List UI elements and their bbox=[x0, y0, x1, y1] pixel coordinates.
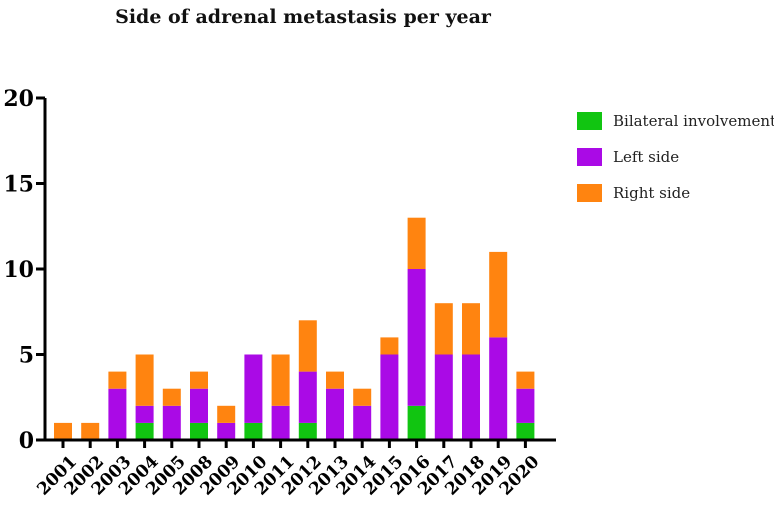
bar-2013-right-side bbox=[326, 371, 344, 389]
y-tick-label-10: 10 bbox=[3, 257, 34, 283]
bar-2012-bilateral-involvement bbox=[298, 422, 317, 440]
axes-group: 0510152020012002200320042005200820092010… bbox=[3, 86, 556, 499]
bar-2010-left-side bbox=[244, 354, 263, 423]
bar-2010-bilateral-involvement bbox=[244, 422, 263, 440]
bar-2011-right-side bbox=[271, 354, 290, 406]
bar-2009-right-side bbox=[217, 405, 236, 423]
y-tick-label-5: 5 bbox=[19, 343, 34, 369]
bar-2019-right-side bbox=[489, 251, 508, 338]
bar-2003-left-side bbox=[108, 388, 127, 440]
bar-2013-left-side bbox=[326, 388, 344, 440]
bar-2020-left-side bbox=[516, 388, 535, 423]
y-tick-label-15: 15 bbox=[3, 172, 34, 198]
legend-swatch-left-side bbox=[577, 148, 602, 166]
y-tick-label-0: 0 bbox=[19, 428, 34, 454]
bar-2016-bilateral-involvement bbox=[407, 405, 426, 440]
chart-title: Side of adrenal metastasis per year bbox=[115, 6, 491, 28]
bar-2020-right-side bbox=[516, 371, 535, 389]
bars-group bbox=[54, 217, 535, 440]
bar-2019-left-side bbox=[489, 337, 508, 440]
bar-2015-left-side bbox=[380, 354, 399, 440]
legend-label-bilateral: Bilateral involvement bbox=[613, 112, 774, 130]
legend-label-right-side: Right side bbox=[613, 184, 691, 202]
bar-2015-right-side bbox=[380, 337, 399, 355]
bar-2014-left-side bbox=[353, 405, 372, 440]
legend-label-left-side: Left side bbox=[613, 148, 680, 166]
bar-2005-right-side bbox=[162, 388, 181, 406]
legend-swatch-bilateral bbox=[577, 112, 602, 130]
bar-2017-left-side bbox=[434, 354, 453, 440]
bar-2001-right-side bbox=[54, 422, 72, 440]
bar-2004-left-side bbox=[135, 405, 154, 423]
bar-2003-right-side bbox=[108, 371, 127, 389]
bar-2020-bilateral-involvement bbox=[516, 422, 535, 440]
bar-2004-right-side bbox=[135, 354, 154, 406]
bar-2018-left-side bbox=[462, 354, 480, 440]
bar-2005-left-side bbox=[162, 405, 181, 440]
bar-2004-bilateral-involvement bbox=[135, 422, 154, 440]
legend-swatch-right-side bbox=[577, 184, 602, 202]
bar-2008-left-side bbox=[190, 388, 208, 423]
bar-2012-right-side bbox=[298, 320, 317, 372]
bar-2008-bilateral-involvement bbox=[190, 422, 208, 440]
bar-2008-right-side bbox=[190, 371, 208, 389]
bar-2011-left-side bbox=[271, 405, 290, 440]
y-tick-label-20: 20 bbox=[3, 86, 34, 112]
bar-2018-right-side bbox=[462, 303, 480, 355]
bar-2012-left-side bbox=[298, 371, 317, 423]
bar-2014-right-side bbox=[353, 388, 372, 406]
bar-2017-right-side bbox=[434, 303, 453, 355]
bar-2009-left-side bbox=[217, 422, 236, 440]
bar-2002-right-side bbox=[81, 422, 100, 440]
bar-2016-left-side bbox=[407, 269, 426, 406]
bar-2016-right-side bbox=[407, 217, 426, 269]
